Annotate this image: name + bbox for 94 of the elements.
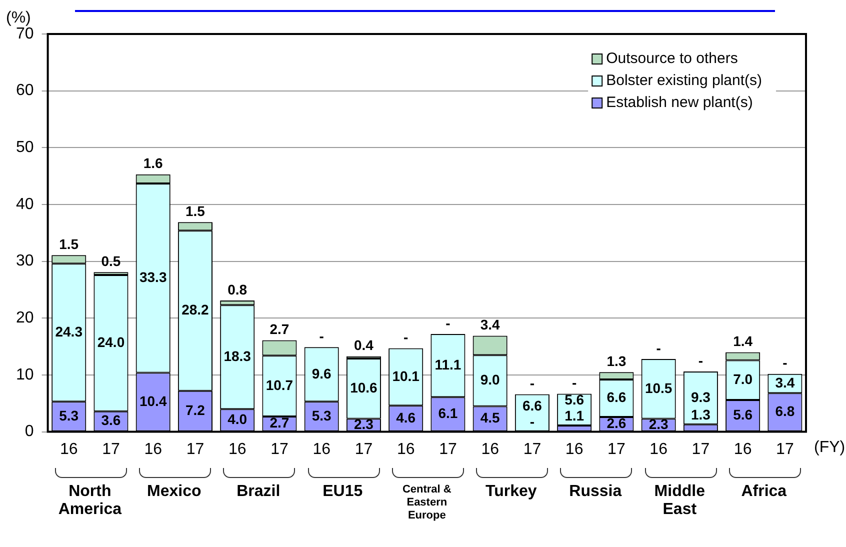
data-label: 1.3 — [690, 406, 711, 422]
data-label: 10.6 — [350, 379, 378, 396]
data-label: 24.3 — [55, 323, 83, 340]
data-label: 2.7 — [270, 321, 290, 338]
data-label: 2.3 — [648, 416, 669, 432]
text: Africa — [741, 483, 787, 500]
data-label: 10.4 — [139, 392, 167, 409]
data-label: 10.7 — [266, 376, 294, 393]
data-label: - — [656, 340, 662, 356]
x-tick-label: 16 — [650, 440, 668, 458]
x-tick-label: 17 — [186, 440, 204, 458]
y-tick-label: 70 — [16, 25, 34, 42]
x-tick-label: 17 — [523, 440, 542, 458]
x-tick-label: 16 — [228, 440, 246, 458]
data-label: 5.6 — [733, 406, 753, 422]
x-tick-label: 17 — [692, 440, 710, 458]
data-label: 9.6 — [312, 365, 332, 382]
data-label: 10.1 — [392, 368, 420, 384]
data-label: - — [572, 374, 577, 391]
text: (FY) — [814, 439, 846, 456]
data-label: 4.6 — [396, 409, 416, 426]
data-label: 7.0 — [733, 370, 753, 387]
data-label: 24.0 — [97, 334, 125, 350]
data-label: 0.5 — [101, 252, 121, 269]
data-label: 4.0 — [228, 411, 248, 428]
y-axis-title: (%) — [6, 9, 31, 26]
data-label: 5.3 — [312, 407, 332, 424]
data-label: 6.8 — [775, 403, 795, 420]
legend-label: Bolster existing plant(s) — [606, 72, 762, 90]
data-label: 2.6 — [606, 415, 626, 432]
text: Central & Eastern Europe — [402, 483, 452, 522]
y-tick-label: 50 — [16, 139, 34, 156]
data-label: 18.3 — [224, 348, 252, 364]
x-tick-label: 17 — [776, 440, 794, 458]
text: Turkey — [486, 483, 537, 500]
data-label: 6.1 — [438, 405, 458, 422]
x-tick-label: 16 — [396, 440, 415, 458]
data-label: 5.6 — [564, 391, 584, 408]
data-label: 11.1 — [434, 356, 462, 372]
y-tick-label: 60 — [16, 82, 34, 100]
data-label: 6.6 — [522, 398, 542, 414]
data-label: 1.4 — [733, 333, 753, 350]
y-tick-label: 30 — [16, 252, 34, 270]
data-label: 3.4 — [775, 374, 795, 390]
data-label: - — [530, 375, 535, 392]
data-label: 1.5 — [59, 236, 79, 252]
data-label: 1.6 — [143, 155, 164, 172]
y-tick-label: 0 — [24, 423, 34, 440]
legend-label: Outsource to others — [606, 50, 738, 68]
text: Mexico — [147, 483, 202, 500]
data-label: 3.6 — [101, 412, 121, 428]
x-tick-label: 17 — [354, 440, 373, 458]
data-label: 6.6 — [606, 389, 626, 406]
data-label: 2.7 — [270, 414, 290, 431]
data-label: 7.2 — [185, 402, 206, 418]
data-label: 1.5 — [185, 202, 206, 219]
y-tick-label: 20 — [16, 310, 34, 327]
x-tick-label: 16 — [481, 440, 500, 458]
legend-label: Establish new plant(s) — [606, 94, 753, 112]
text: North America — [58, 483, 122, 518]
x-tick-label: 16 — [312, 440, 331, 458]
x-tick-label: 17 — [270, 440, 288, 458]
data-label: 3.4 — [480, 316, 500, 333]
data-label: 9.0 — [480, 372, 500, 388]
y-tick-label: 10 — [16, 366, 34, 384]
x-tick-label: 16 — [60, 440, 78, 458]
text: Middle East — [654, 483, 706, 518]
data-label: - — [404, 329, 408, 346]
data-label: 1.3 — [606, 352, 626, 369]
data-label: 33.3 — [139, 268, 167, 285]
x-tick-label: 17 — [102, 440, 120, 458]
y-tick-label: 40 — [16, 196, 34, 213]
data-label: - — [782, 354, 788, 371]
text: Russia — [569, 483, 622, 500]
data-label: 4.5 — [480, 410, 500, 426]
data-label: - — [446, 314, 451, 331]
data-label: 10.5 — [644, 380, 672, 396]
data-label: 28.2 — [182, 302, 210, 318]
x-tick-label: 16 — [734, 440, 752, 458]
text: Brazil — [236, 483, 280, 500]
data-label: - — [319, 328, 324, 344]
data-label: - — [530, 414, 535, 430]
x-tick-label: 16 — [144, 440, 162, 458]
data-label: 1.1 — [564, 407, 584, 424]
data-label: 2.3 — [354, 416, 374, 432]
text: EU15 — [322, 483, 363, 500]
x-tick-label: 17 — [439, 440, 457, 458]
data-label: 0.8 — [228, 281, 248, 298]
x-tick-label: 17 — [608, 440, 626, 458]
x-tick-label: 16 — [565, 440, 584, 458]
data-label: 9.3 — [690, 388, 711, 405]
data-label: - — [698, 352, 704, 368]
data-label: 0.4 — [354, 337, 374, 354]
data-label: 5.3 — [59, 407, 79, 424]
